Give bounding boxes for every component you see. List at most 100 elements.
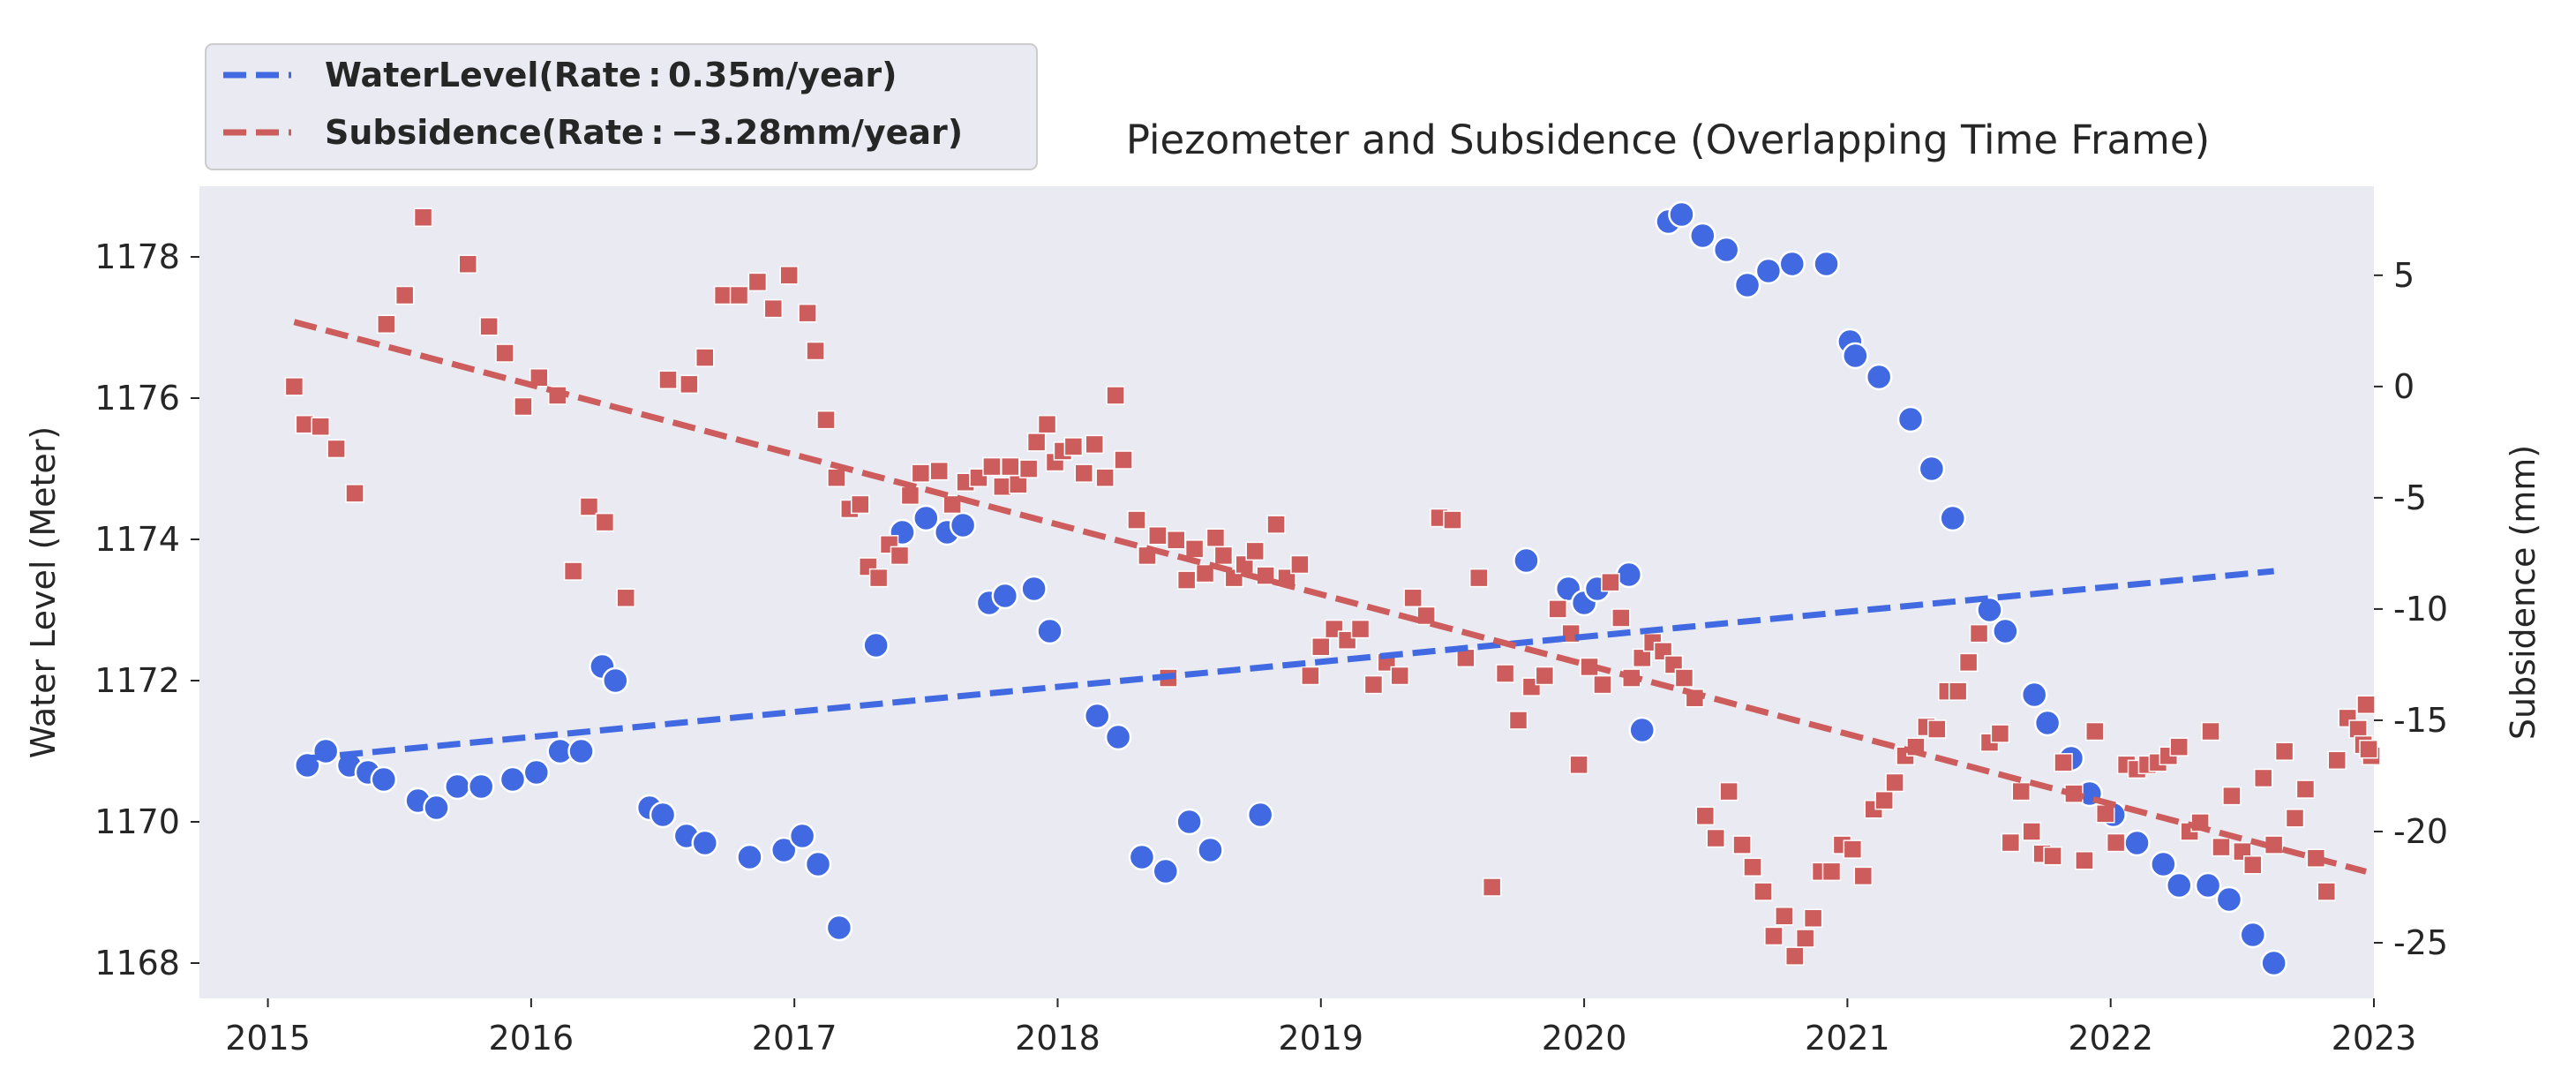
x-tick-label: 2016 — [489, 1019, 575, 1058]
subsidence-point — [798, 303, 817, 323]
subsidence-point — [413, 207, 433, 228]
subsidence-point — [1784, 946, 1805, 966]
x-tick-label: 2017 — [752, 1019, 837, 1058]
subsidence-series — [284, 207, 2381, 966]
subsidence-point — [1719, 781, 1739, 802]
water-level-point — [1778, 250, 1806, 278]
subsidence-point — [495, 343, 514, 363]
subsidence-point — [2285, 809, 2305, 828]
water-level-point — [1896, 405, 1925, 433]
x-tick-label: 2021 — [1805, 1019, 1890, 1058]
subsidence-point — [2327, 750, 2347, 771]
water-level-point — [1197, 836, 1224, 864]
water-level-point — [1689, 222, 1716, 250]
subsidence-point — [658, 370, 678, 390]
water-level-series — [294, 200, 2287, 977]
right-tick-label: -5 — [2393, 478, 2427, 517]
subsidence-point — [2106, 832, 2126, 853]
subsidence-point — [1754, 882, 1773, 901]
subsidence-point — [1106, 386, 1125, 405]
subsidence-point — [1674, 668, 1694, 688]
subsidence-point — [345, 484, 364, 503]
right-tick-label: -25 — [2393, 923, 2448, 962]
subsidence-point — [1008, 475, 1028, 494]
subsidence-point — [1706, 828, 1725, 848]
water-level-point — [2215, 885, 2243, 914]
right-tick-label: 0 — [2393, 367, 2415, 406]
x-tick-label: 2015 — [225, 1019, 311, 1058]
subsidence-point — [806, 341, 825, 361]
water-level-point — [567, 737, 595, 765]
subsidence-point — [2095, 804, 2115, 824]
subsidence-point — [2356, 695, 2376, 715]
subsidence-point — [1213, 546, 1234, 566]
left-tick-label: 1176 — [94, 379, 180, 418]
subsidence-point — [1063, 437, 1084, 456]
subsidence-point — [1885, 772, 1904, 793]
subsidence-point — [1508, 711, 1528, 730]
subsidence-point — [579, 497, 599, 516]
subsidence-point — [1874, 790, 1894, 810]
water-level-point — [1083, 702, 1111, 730]
subsidence-point — [595, 512, 615, 532]
water-level-point — [444, 772, 471, 801]
subsidence-point — [2001, 832, 2021, 853]
water-level-point — [1668, 200, 1695, 229]
subsidence-point — [1095, 468, 1115, 487]
subsidence-point — [514, 396, 533, 417]
subsidence-point — [563, 561, 583, 581]
subsidence-point — [1948, 681, 1968, 701]
subsidence-point — [1443, 510, 1462, 530]
subsidence-point — [311, 417, 330, 436]
subsidence-point — [1469, 568, 1489, 588]
water-level-point — [1754, 257, 1783, 285]
water-level-point — [1842, 342, 1869, 370]
subsidence-point — [2317, 882, 2337, 901]
subsidence-point — [1611, 608, 1631, 628]
water-level-point — [370, 765, 398, 794]
subsidence-point — [1290, 554, 1310, 575]
subsidence-point — [1795, 929, 1815, 948]
subsidence-point — [1990, 724, 2010, 743]
subsidence-point — [295, 414, 315, 434]
water-level-point — [736, 843, 763, 871]
right-tick-label: -20 — [2393, 812, 2448, 851]
subsidence-point — [1363, 674, 1384, 695]
water-level-point — [1020, 575, 1048, 603]
legend-box — [205, 43, 1038, 170]
water-level-point — [522, 758, 551, 787]
subsidence-point — [1195, 563, 1215, 583]
subsidence-point — [1803, 908, 1823, 929]
subsidence-point — [747, 272, 768, 292]
x-tick-label: 2020 — [1542, 1019, 1627, 1058]
water-level-point — [691, 829, 718, 857]
x-tick-label: 2022 — [2068, 1019, 2153, 1058]
subsidence-point — [982, 456, 1002, 477]
water-level-point — [1246, 801, 1274, 829]
water-level-point — [1865, 363, 1893, 391]
subsidence-point — [729, 285, 749, 305]
subsidence-point — [1593, 674, 1612, 695]
subsidence-point — [1732, 835, 1752, 854]
subsidence-point — [1026, 433, 1047, 452]
legend-subsidence-label: Subsidence(Rate : −3.28mm/year) — [325, 113, 963, 152]
water-level-point — [423, 794, 450, 822]
water-level-trend-line — [306, 568, 2274, 762]
subsidence-point — [850, 494, 870, 515]
subsidence-point — [2075, 850, 2094, 870]
right-tick-label: -10 — [2393, 590, 2448, 629]
water-level-point — [862, 631, 890, 659]
subsidence-point — [2359, 739, 2378, 759]
subsidence-point — [1205, 528, 1226, 547]
water-level-point — [2020, 681, 2048, 709]
subsidence-point — [2274, 742, 2294, 761]
subsidence-point — [2222, 786, 2242, 806]
subsidence-point — [2011, 781, 2032, 802]
subsidence-point — [911, 463, 931, 483]
subsidence-point — [900, 486, 920, 506]
subsidence-point — [2253, 768, 2273, 788]
water-level-point — [1175, 808, 1203, 836]
water-level-point — [2150, 850, 2177, 878]
water-level-point — [1939, 504, 1966, 532]
